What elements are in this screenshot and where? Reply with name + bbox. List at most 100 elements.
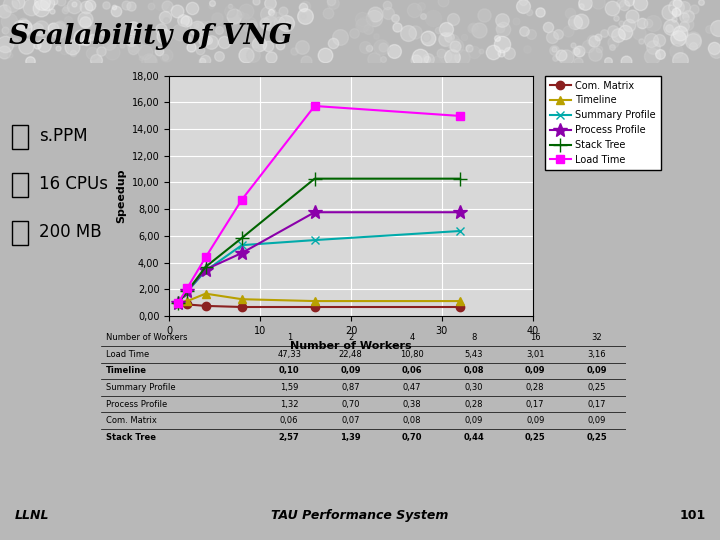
Line: Stack Tree: Stack Tree: [171, 172, 467, 309]
Process Profile: [183, 287, 192, 294]
Text: 0,38: 0,38: [403, 400, 421, 409]
Text: 1: 1: [287, 333, 292, 342]
Com. Matrix: [183, 301, 192, 308]
Load Time: [183, 285, 192, 291]
Summary Profile: [202, 267, 210, 274]
Text: 8: 8: [471, 333, 477, 342]
Com. Matrix: [174, 299, 183, 306]
Text: 0,47: 0,47: [403, 383, 421, 392]
Text: 0,87: 0,87: [341, 383, 360, 392]
Text: 0,09: 0,09: [464, 416, 483, 425]
Text: 1,59: 1,59: [280, 383, 298, 392]
Stack Tree: [310, 176, 319, 182]
Text: Process Profile: Process Profile: [106, 400, 167, 409]
Text: 1,32: 1,32: [280, 400, 299, 409]
Load Time: [310, 103, 319, 109]
Text: 0,08: 0,08: [464, 366, 484, 375]
Text: 0,70: 0,70: [402, 433, 423, 442]
FancyBboxPatch shape: [12, 221, 28, 245]
Text: 5,43: 5,43: [464, 350, 483, 359]
Text: Summary Profile: Summary Profile: [106, 383, 176, 392]
Stack Tree: [174, 299, 183, 306]
Summary Profile: [183, 288, 192, 295]
Text: Scalability of VNG: Scalability of VNG: [9, 23, 292, 50]
Timeline: [174, 299, 183, 306]
Text: 0,06: 0,06: [280, 416, 299, 425]
Text: TAU Performance System: TAU Performance System: [271, 509, 449, 522]
Text: 16 CPUs: 16 CPUs: [40, 175, 108, 193]
Text: 101: 101: [680, 509, 706, 522]
Timeline: [183, 298, 192, 305]
Text: 1,39: 1,39: [341, 433, 361, 442]
Com. Matrix: [202, 302, 210, 309]
Load Time: [202, 254, 210, 261]
Process Profile: [174, 299, 183, 306]
Timeline: [238, 296, 246, 302]
Timeline: [456, 298, 464, 305]
Text: 3,16: 3,16: [588, 350, 606, 359]
Summary Profile: [456, 228, 464, 234]
Process Profile: [310, 209, 319, 215]
Text: 0,06: 0,06: [402, 366, 423, 375]
Text: s.PPM: s.PPM: [40, 127, 88, 145]
Text: 16: 16: [530, 333, 541, 342]
Stack Tree: [183, 288, 192, 294]
Com. Matrix: [238, 304, 246, 310]
Text: Com. Matrix: Com. Matrix: [106, 416, 157, 425]
Text: 0,25: 0,25: [586, 433, 607, 442]
Text: 0,10: 0,10: [279, 366, 300, 375]
Line: Summary Profile: Summary Profile: [174, 227, 464, 307]
Process Profile: [202, 266, 210, 273]
Text: 32: 32: [591, 333, 602, 342]
Timeline: [202, 291, 210, 297]
Line: Com. Matrix: Com. Matrix: [174, 299, 464, 311]
Text: 10,80: 10,80: [400, 350, 424, 359]
Text: 4: 4: [410, 333, 415, 342]
Text: 0,25: 0,25: [525, 433, 546, 442]
Y-axis label: Speedup: Speedup: [116, 168, 126, 223]
Line: Process Profile: Process Profile: [171, 205, 467, 309]
Text: 200 MB: 200 MB: [40, 223, 102, 241]
Line: Timeline: Timeline: [174, 289, 464, 307]
Summary Profile: [238, 242, 246, 248]
Summary Profile: [310, 237, 319, 244]
Text: Number of Workers: Number of Workers: [106, 333, 187, 342]
Load Time: [456, 113, 464, 119]
Stack Tree: [456, 176, 464, 182]
Text: 0,28: 0,28: [464, 400, 483, 409]
Text: Stack Tree: Stack Tree: [106, 433, 156, 442]
Text: 0,25: 0,25: [588, 383, 606, 392]
Text: 0,17: 0,17: [588, 400, 606, 409]
Text: 0,08: 0,08: [403, 416, 421, 425]
Text: 3,01: 3,01: [526, 350, 544, 359]
Text: 0,09: 0,09: [587, 366, 607, 375]
Text: 0,44: 0,44: [464, 433, 484, 442]
Text: LLNL: LLNL: [14, 509, 49, 522]
Text: 0,17: 0,17: [526, 400, 544, 409]
Text: 2: 2: [348, 333, 354, 342]
Text: 0,09: 0,09: [588, 416, 606, 425]
Text: 0,09: 0,09: [341, 366, 361, 375]
Summary Profile: [174, 299, 183, 306]
Com. Matrix: [310, 304, 319, 310]
Text: 2,57: 2,57: [279, 433, 300, 442]
Text: 0,30: 0,30: [464, 383, 483, 392]
Text: 0,07: 0,07: [341, 416, 360, 425]
Text: 0,09: 0,09: [525, 366, 546, 375]
Text: Load Time: Load Time: [106, 350, 149, 359]
Stack Tree: [202, 264, 210, 270]
Process Profile: [238, 249, 246, 256]
Timeline: [310, 298, 319, 305]
Text: Timeline: Timeline: [106, 366, 147, 375]
Text: 47,33: 47,33: [277, 350, 301, 359]
Text: 0,70: 0,70: [341, 400, 360, 409]
FancyBboxPatch shape: [12, 173, 28, 197]
Text: 0,28: 0,28: [526, 383, 544, 392]
X-axis label: Number of Workers: Number of Workers: [290, 341, 412, 351]
Text: 0,09: 0,09: [526, 416, 544, 425]
FancyBboxPatch shape: [12, 125, 28, 149]
Line: Load Time: Load Time: [174, 102, 464, 307]
Load Time: [238, 197, 246, 203]
Process Profile: [456, 209, 464, 215]
Com. Matrix: [456, 304, 464, 310]
